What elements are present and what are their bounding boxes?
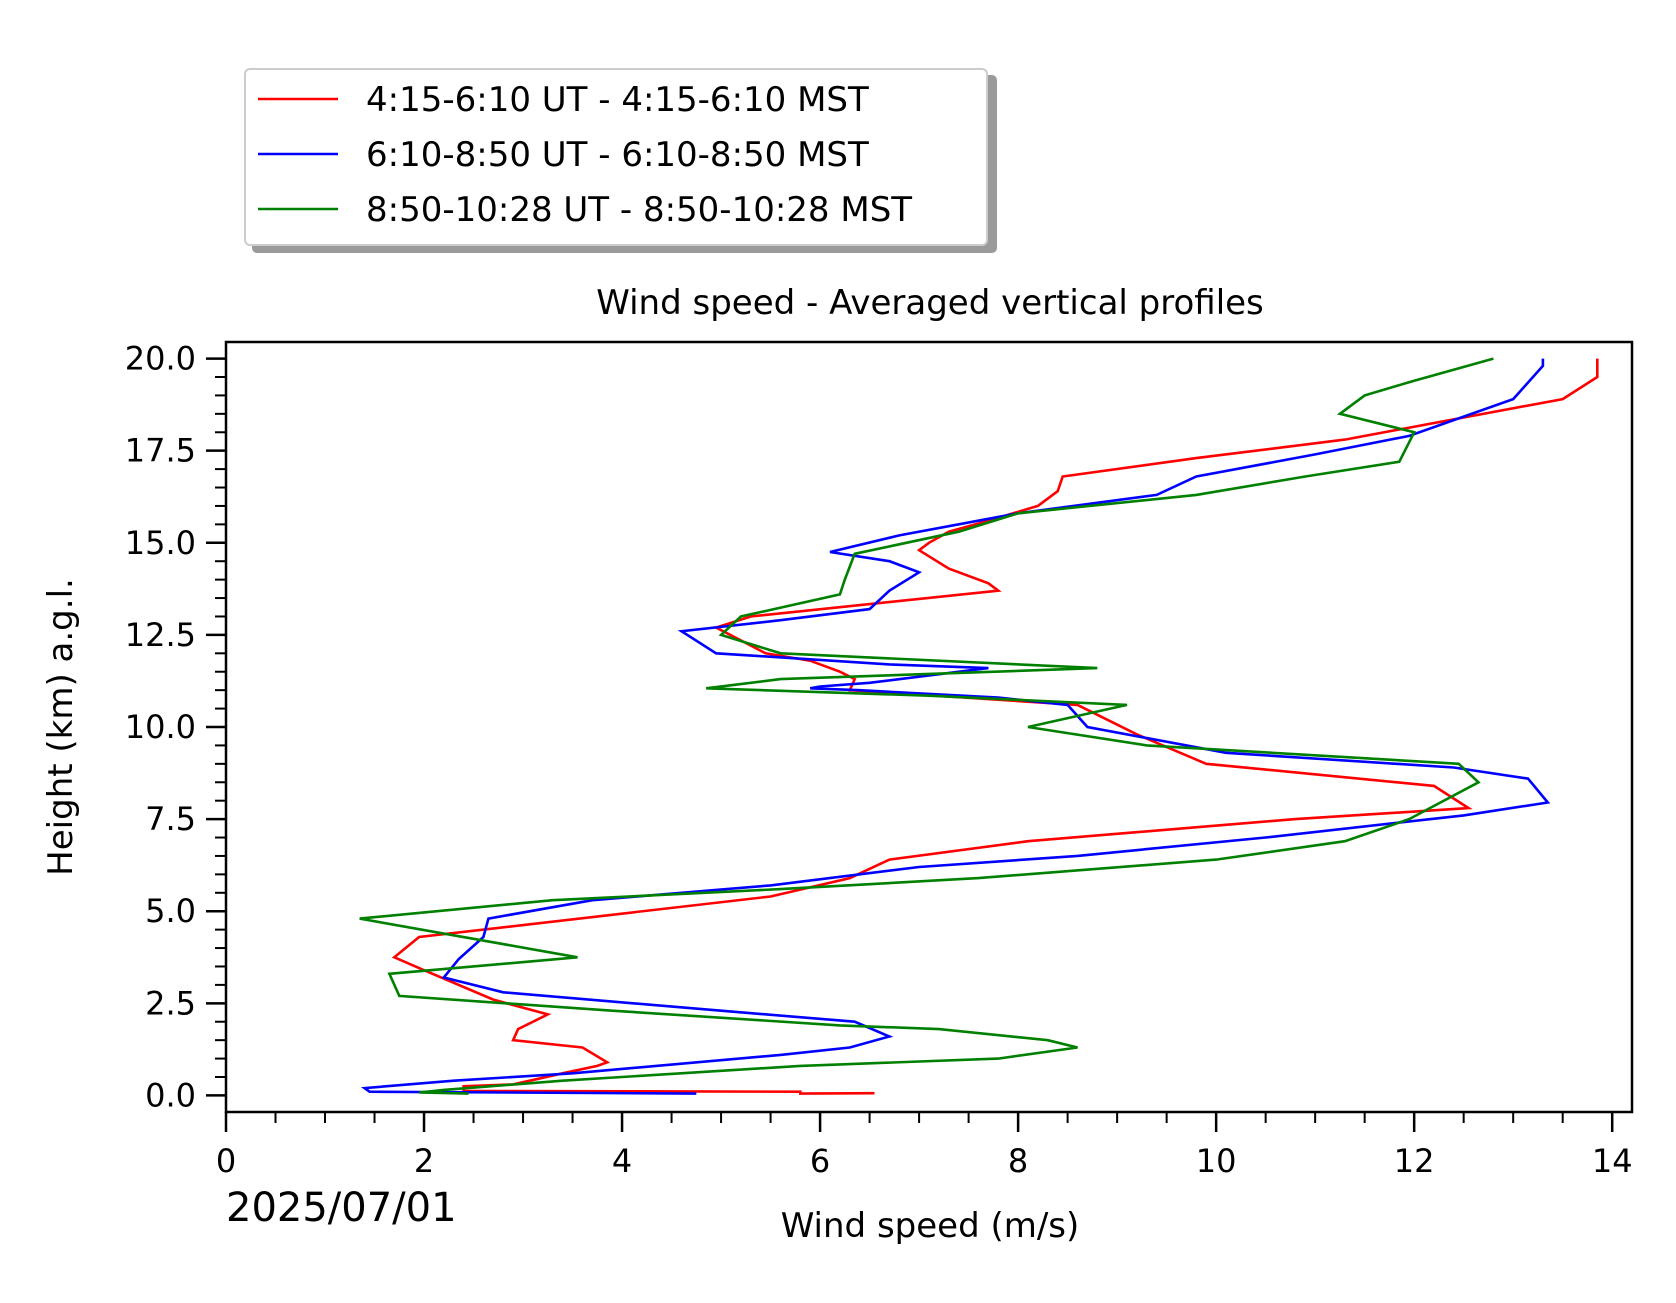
plot-frame [224,340,1634,1114]
series-lines [359,357,1599,1095]
legend-label-1: 4:15-6:10 UT - 4:15-6:10 MST [366,80,869,120]
legend-label-3: 8:50-10:28 UT - 8:50-10:28 MST [366,190,912,230]
y-axis-label: Height (km) a.g.l. [41,578,81,876]
legend: 4:15-6:10 UT - 4:15-6:10 MST 6:10-8:50 UT… [244,68,997,253]
y-tick-label: 10.0 [125,708,196,746]
series-line-1 [391,358,1599,1095]
x-tick-label: 12 [1394,1142,1435,1180]
x-tick-label: 8 [1008,1142,1028,1180]
x-tick-label: 10 [1196,1142,1237,1180]
y-tick-label: 5.0 [145,892,196,930]
y-tick-label: 0.0 [145,1076,196,1114]
y-tick-label: 7.5 [145,800,196,838]
y-tick-label: 17.5 [125,432,196,470]
series-line-2 [360,358,1551,1095]
legend-entries: 4:15-6:10 UT - 4:15-6:10 MST 6:10-8:50 UT… [258,80,912,230]
legend-label-2: 6:10-8:50 UT - 6:10-8:50 MST [366,135,869,175]
date-label: 2025/07/01 [226,1185,457,1231]
x-tick-label: 4 [612,1142,632,1180]
y-axis: 0.0 2.5 5.0 7.5 10.0 12.5 15.0 17.5 20.0 [125,340,226,1114]
y-tick-label: 15.0 [125,524,196,562]
chart-title: Wind speed - Averaged vertical profiles [596,283,1264,323]
y-tick-label: 20.0 [125,340,196,378]
x-axis: 0 2 4 6 8 10 12 14 [216,1112,1633,1180]
y-tick-label: 12.5 [125,616,196,654]
x-tick-label: 6 [810,1142,830,1180]
legend-box [244,68,988,246]
series-line-3 [359,357,1494,1095]
x-tick-label: 0 [216,1142,236,1180]
y-tick-label: 2.5 [145,984,196,1022]
x-axis-label: Wind speed (m/s) [781,1206,1080,1246]
x-tick-label: 14 [1592,1142,1633,1180]
x-tick-label: 2 [414,1142,434,1180]
